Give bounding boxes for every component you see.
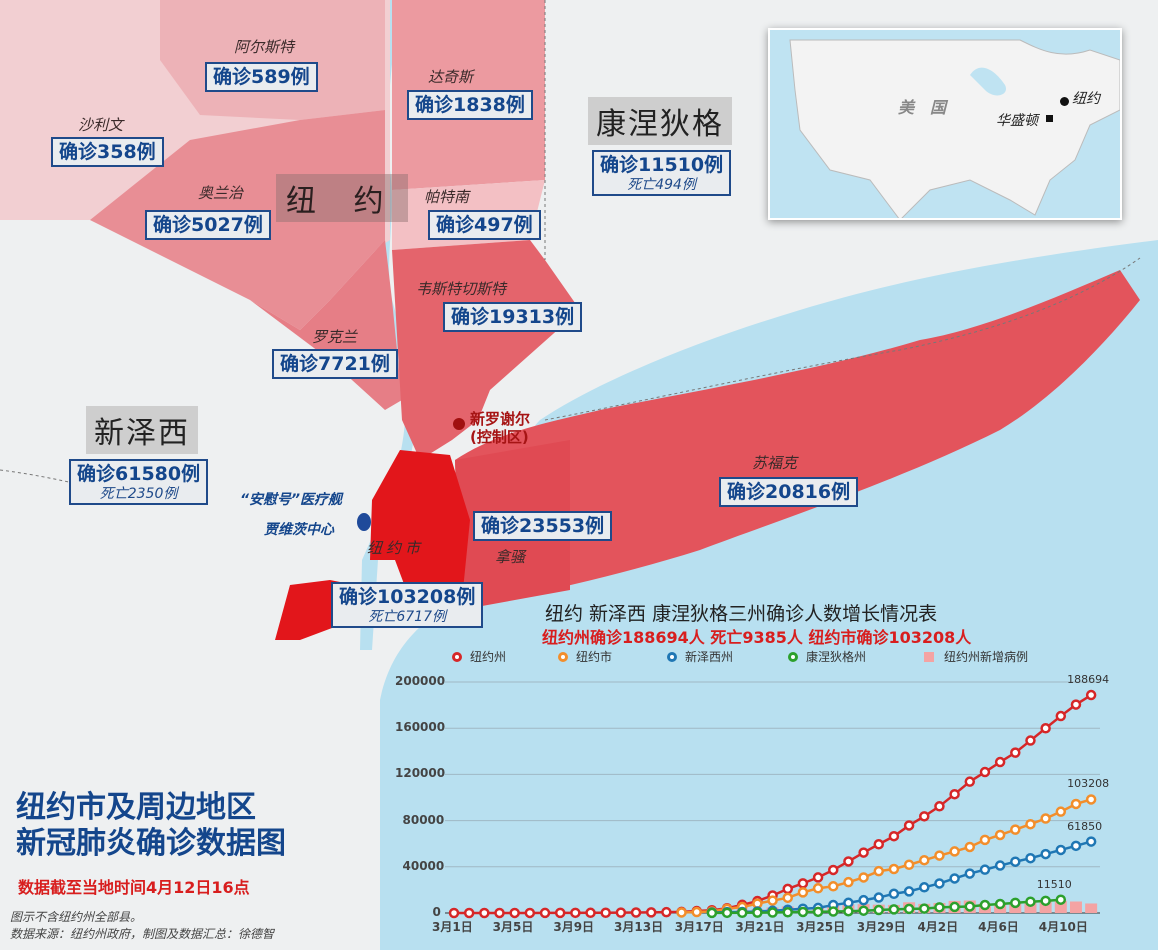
legend-label: 纽约市 [576, 650, 613, 664]
new-rochelle-label: 新罗谢尔 (控制区) [470, 410, 530, 446]
inset-new-york-label: 纽约 [1072, 91, 1100, 107]
x-tick-label: 3月25日 [796, 920, 846, 934]
legend-nyc: 纽约市 [558, 648, 612, 665]
nyc-cases-box: 确诊103208例 死亡6717例 [331, 582, 484, 628]
legend-label: 康涅狄格州 [806, 650, 867, 664]
legend-ny-state: 纽约州 [452, 648, 506, 665]
y-tick-label: 40000 [402, 858, 445, 873]
county-sullivan-name: 沙利文 [78, 116, 124, 134]
series-end-label: 61850 [1067, 819, 1103, 833]
county-putnam-name: 帕特南 [424, 188, 470, 206]
note-scope: 图示不含纽约州全部县。 [10, 910, 143, 924]
county-westchester-cases: 确诊19313例 [443, 302, 583, 332]
us-outline-map [789, 39, 1120, 218]
legend-label: 纽约州 [470, 650, 507, 664]
y-tick-label: 0 [432, 905, 441, 919]
y-tick-label: 120000 [395, 766, 446, 781]
county-nassau-name: 拿骚 [495, 548, 526, 566]
inset-washington-label: 华盛顿 [996, 113, 1038, 129]
connecticut-cases: 确诊11510例 [600, 154, 724, 176]
y-tick-label: 200000 [395, 674, 446, 688]
county-putnam-cases: 确诊497例 [428, 210, 541, 240]
county-suffolk-cases: 确诊20816例 [719, 477, 859, 507]
county-suffolk-name: 苏福克 [752, 454, 798, 472]
legend-bar-icon [924, 651, 934, 662]
county-ulster-cases: 确诊589例 [205, 62, 318, 92]
nyc-deaths: 死亡6717例 [368, 609, 446, 625]
county-westchester-name: 韦斯特切斯特 [416, 280, 507, 298]
legend-nj: 新泽西州 [667, 648, 733, 665]
us-inset-map: 美 国 纽约 华盛顿 [768, 28, 1122, 220]
state-new-york-label: 纽 约 [276, 174, 408, 222]
nyc-cases: 确诊103208例 [339, 586, 476, 608]
new-jersey-deaths: 死亡2350例 [99, 486, 178, 502]
legend-marker-icon [788, 651, 798, 662]
state-new-jersey-label: 新泽西 [86, 406, 198, 454]
new-york-dot-icon [1060, 97, 1069, 106]
comfort-ship-label: “安慰号”医疗舰 [240, 492, 343, 508]
county-dutchess-name: 达奇斯 [428, 68, 474, 86]
series-end-label: 188694 [1067, 673, 1110, 687]
x-tick-label: 4月10日 [1038, 920, 1088, 934]
connecticut-deaths: 死亡494例 [627, 177, 696, 193]
legend-marker-icon [667, 651, 677, 662]
legend-ny-daily: 纽约州新增病例 [924, 648, 1028, 665]
x-tick-label: 3月5日 [492, 920, 534, 934]
new-jersey-stats-box: 确诊61580例 死亡2350例 [69, 459, 209, 505]
chart-subtitle: 纽约州确诊188694人 死亡9385人 纽约市确诊103208人 [542, 628, 972, 647]
county-orange-name: 奥兰治 [198, 184, 244, 202]
legend-label: 纽约州新增病例 [944, 650, 1029, 664]
nyc-name: 纽约市 [367, 539, 425, 557]
legend-marker-icon [558, 651, 568, 662]
x-tick-label: 3月29日 [856, 920, 906, 934]
new-rochelle-containment: (控制区) [470, 428, 529, 446]
as-of-timestamp: 数据截至当地时间4月12日16点 [18, 878, 250, 897]
county-ulster-name: 阿尔斯特 [234, 38, 295, 56]
inset-country-label: 美 国 [898, 98, 947, 117]
x-tick-label: 4月2日 [917, 920, 959, 934]
state-connecticut-label: 康涅狄格 [588, 97, 732, 145]
x-tick-label: 4月6日 [978, 920, 1019, 934]
county-dutchess-cases: 确诊1838例 [407, 90, 533, 120]
connecticut-stats-box: 确诊11510例 死亡494例 [592, 150, 732, 196]
washington-square-icon [1046, 115, 1053, 122]
title-line-2: 新冠肺炎确诊数据图 [16, 826, 286, 861]
y-tick-label: 80000 [402, 812, 445, 827]
legend-label: 新泽西州 [685, 650, 734, 664]
x-tick-label: 3月1日 [432, 920, 473, 934]
x-tick-label: 3月17日 [674, 920, 724, 934]
x-tick-label: 3月21日 [735, 920, 785, 934]
county-rockland-name: 罗克兰 [312, 328, 358, 346]
new-jersey-cases: 确诊61580例 [77, 463, 201, 485]
y-tick-label: 160000 [395, 720, 446, 735]
x-tick-label: 3月13日 [614, 920, 664, 934]
legend-marker-icon [452, 651, 462, 662]
chart-title: 纽约 新泽西 康涅狄格三州确诊人数增长情况表 [545, 603, 938, 625]
javits-center-label: 贾维茨中心 [264, 522, 334, 538]
county-rockland-cases: 确诊7721例 [272, 349, 398, 379]
legend-ct: 康涅狄格州 [788, 648, 866, 665]
title-line-1: 纽约市及周边地区 [16, 790, 256, 825]
infographic-title: 纽约市及周边地区 新冠肺炎确诊数据图 [16, 790, 286, 862]
note-source: 数据来源：纽约州政府，制图及数据汇总：徐德智 [10, 927, 275, 941]
x-tick-label: 3月9日 [553, 920, 595, 934]
county-sullivan-cases: 确诊358例 [51, 137, 164, 167]
new-rochelle-name: 新罗谢尔 [470, 410, 531, 428]
series-end-label: 11510 [1036, 877, 1072, 891]
county-nassau-cases: 确诊23553例 [473, 511, 613, 541]
county-orange-cases: 确诊5027例 [145, 210, 271, 240]
series-end-label: 103208 [1067, 777, 1110, 791]
